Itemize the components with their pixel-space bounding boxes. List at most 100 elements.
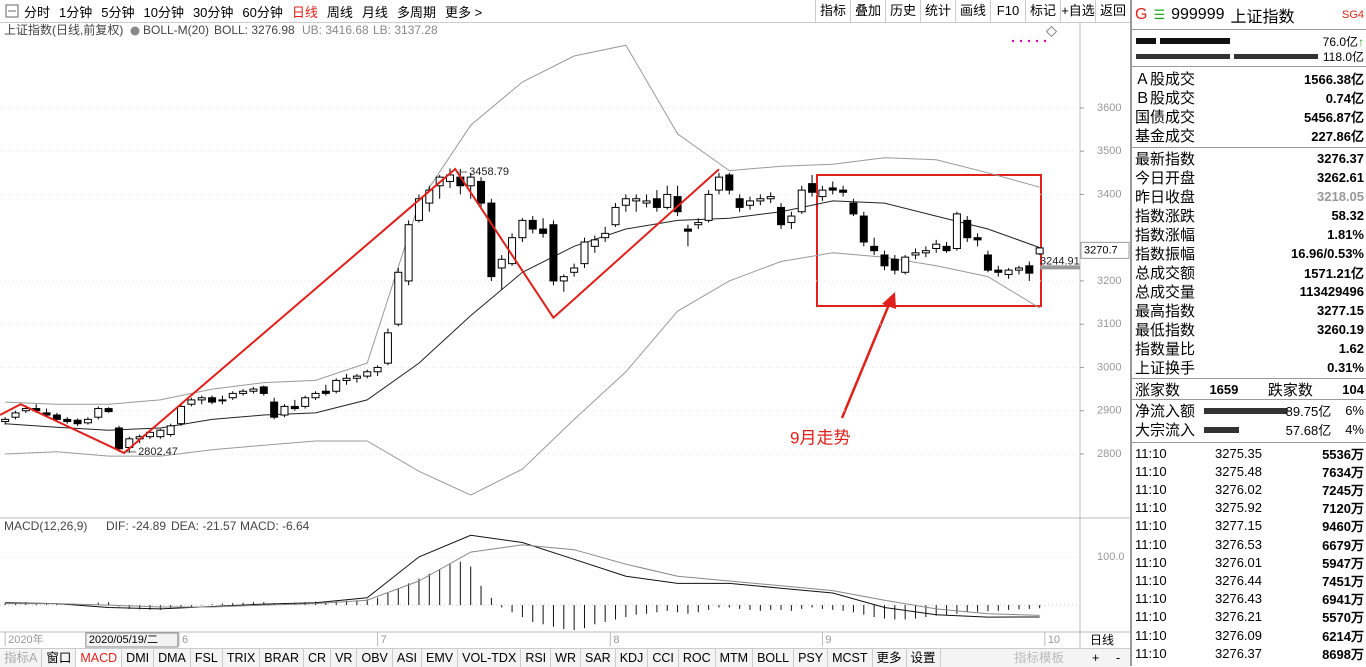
indicator-tab[interactable]: 更多 (873, 649, 907, 667)
template-tab[interactable]: 指标模板 (1014, 651, 1065, 665)
indicator-tab[interactable]: 设置 (907, 649, 941, 667)
indicator-tab[interactable]: WR (551, 649, 581, 667)
candle-body (642, 200, 651, 204)
indicator-tab[interactable]: DMI (122, 649, 155, 667)
candle-body (177, 405, 186, 425)
candle-body (859, 215, 868, 243)
period-tab[interactable]: 1分钟 (59, 4, 93, 20)
zoom-in[interactable]: + (1092, 651, 1100, 665)
separator (1132, 378, 1366, 379)
period-tab[interactable]: 10分钟 (143, 4, 184, 20)
tool-button[interactable]: 标记 (1025, 0, 1060, 22)
chart: 上证指数(日线,前复权) BOLL-M(20) BOLL: 3276.98 UB… (0, 22, 1130, 648)
indicator-tab[interactable]: MTM (716, 649, 754, 667)
candle-body (342, 377, 351, 381)
period-tab[interactable]: 5分钟 (101, 4, 135, 20)
candle-body (694, 222, 703, 226)
period-tab[interactable]: 周线 (326, 4, 353, 20)
zoom-out[interactable]: - (1116, 651, 1121, 665)
indicator-tab[interactable]: KDJ (616, 649, 649, 667)
indicator-tab[interactable]: FSL (191, 649, 223, 667)
indicator-tab[interactable]: 窗口 (42, 649, 77, 667)
indicator-tab[interactable]: OBV (357, 649, 393, 667)
indicator-tab[interactable]: DMA (154, 649, 191, 667)
candle-body (735, 198, 744, 208)
period-tab[interactable]: 30分钟 (192, 4, 234, 20)
candle-body (477, 180, 486, 204)
tool-button[interactable]: 指标 (815, 0, 850, 22)
candle-body (187, 399, 196, 405)
trade-time: 11:10 (1135, 572, 1167, 588)
candle-body (83, 418, 92, 424)
trade-price: 3275.92 (1215, 500, 1262, 516)
stat-row: 昨日收盘 3218.05 (1135, 187, 1364, 206)
tool-button[interactable]: 统计 (920, 0, 955, 22)
tool-button[interactable]: 返回 (1095, 0, 1130, 22)
period-tab[interactable]: 日线 (291, 4, 318, 20)
tag: SG4 (1341, 8, 1364, 21)
candle-body (466, 176, 475, 187)
indicator-tab[interactable]: CCI (648, 649, 679, 667)
arrow-head (882, 292, 896, 309)
stat-label: 国债成交 (1135, 109, 1196, 126)
label: 跌家数 (1267, 382, 1313, 399)
tool-button[interactable]: 画线 (955, 0, 990, 22)
indicator-tab[interactable]: SAR (581, 649, 616, 667)
tool-button[interactable]: +自选 (1060, 0, 1095, 22)
tool-button[interactable]: F10 (990, 0, 1025, 22)
flow-bar (1204, 408, 1287, 414)
trade-volume: 6941万 (1322, 592, 1364, 608)
candle-body (601, 232, 610, 239)
stat-label: 今日开盘 (1135, 170, 1196, 187)
indicator-tab[interactable]: CR (304, 649, 332, 667)
indicator-tab[interactable]: ROC (679, 649, 716, 667)
period-tab[interactable]: 多周期 (396, 4, 436, 20)
stat-row: 指数涨跌 58.32 (1135, 206, 1364, 225)
period-tab[interactable]: 分时 (24, 4, 51, 20)
candle-body (570, 267, 579, 273)
stat-value: 1.81% (1327, 227, 1364, 242)
indicator-tab[interactable]: MCST (828, 649, 873, 667)
trade-volume: 7120万 (1322, 501, 1364, 517)
stat-value: 3262.61 (1317, 170, 1364, 185)
candle-body (497, 258, 506, 269)
candle-body (11, 412, 20, 418)
period-tab[interactable]: 月线 (361, 4, 388, 20)
trade-time: 11:10 (1135, 445, 1167, 461)
indicator-tab[interactable]: PSY (794, 649, 829, 667)
candle-body (52, 414, 61, 420)
list-icon[interactable]: ☰ (1153, 6, 1166, 22)
stat-label: Ａ股成交 (1135, 71, 1196, 88)
y-tick-label: 3000 (1097, 361, 1121, 373)
candle-body (973, 237, 982, 241)
indicator-tab[interactable]: VR (331, 649, 358, 667)
candle-body (590, 239, 599, 247)
diamond-icon[interactable] (1045, 25, 1058, 38)
period-tab[interactable]: 更多 > (444, 4, 483, 20)
flow-value: 57.68亿 (1285, 423, 1332, 438)
tool-button[interactable]: 叠加 (850, 0, 885, 22)
candle-body (1004, 269, 1013, 275)
period-tab[interactable]: 60分钟 (242, 4, 283, 20)
indicator-tab[interactable]: 指标A (0, 649, 43, 667)
breadth-row: 涨家数 1659 跌家数 104 (1135, 380, 1364, 399)
indicator-tab[interactable]: BOLL (753, 649, 795, 667)
indicator-tab[interactable]: EMV (422, 649, 459, 667)
stat-value: 16.96/0.53% (1290, 246, 1364, 261)
indicator-tab[interactable]: BRAR (260, 649, 305, 667)
stat-label: 指数涨跌 (1135, 208, 1196, 225)
indicator-tab[interactable]: ASI (393, 649, 423, 667)
stat-row: Ｂ股成交 0.74亿 (1135, 88, 1364, 107)
indicator-tab[interactable]: RSI (521, 649, 552, 667)
chart-name: 上证指数(日线,前复权) (4, 22, 123, 37)
indicator-tab[interactable]: TRIX (223, 649, 261, 667)
dif-line (5, 534, 1040, 618)
stat-label: 最新指数 (1135, 151, 1196, 168)
date-label: 2020年 (8, 632, 43, 646)
stat-label: 上证换手 (1135, 360, 1196, 377)
indicator-tab[interactable]: VOL-TDX (458, 649, 522, 667)
candle-body (777, 206, 786, 226)
tool-button[interactable]: 历史 (885, 0, 920, 22)
indicator-tab[interactable]: MACD (76, 649, 123, 667)
menu-icon[interactable] (5, 4, 19, 18)
